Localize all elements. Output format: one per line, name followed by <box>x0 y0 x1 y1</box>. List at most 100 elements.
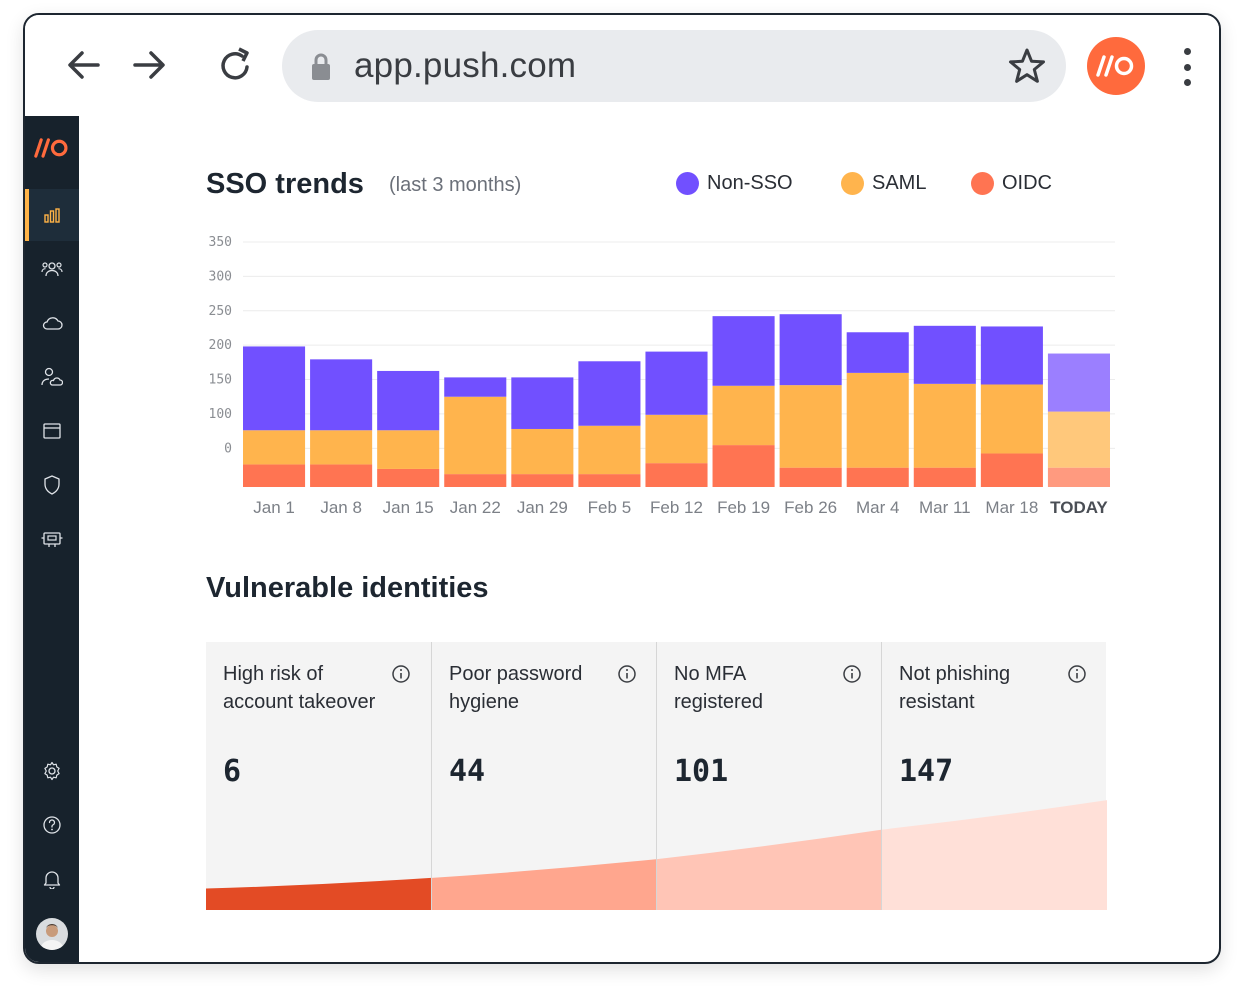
bar-segment-oidc[interactable] <box>779 467 842 487</box>
bar-segment-non-sso[interactable] <box>1047 353 1110 412</box>
bookmark-star-icon[interactable] <box>1008 47 1046 85</box>
menu-dot <box>1183 63 1191 71</box>
bar-segment-oidc[interactable] <box>444 474 507 487</box>
cloud-icon <box>42 317 63 330</box>
info-icon[interactable] <box>1067 664 1087 684</box>
lock-icon <box>312 53 330 80</box>
sidebar-item-settings[interactable] <box>25 745 79 797</box>
sidebar-item-dashboard[interactable] <box>25 189 79 241</box>
bar-segment-non-sso[interactable] <box>578 361 641 426</box>
app-sidebar <box>25 116 79 962</box>
shield-icon <box>44 475 60 495</box>
x-tick-label: Jan 8 <box>320 498 362 517</box>
legend-oidc: OIDC <box>971 172 1052 195</box>
sso-trends-title: SSO trends <box>206 168 364 200</box>
sidebar-item-notifications[interactable] <box>25 853 79 905</box>
bar-segment-oidc[interactable] <box>712 445 775 487</box>
bar-segment-saml[interactable] <box>310 430 373 465</box>
x-tick-label: Mar 4 <box>856 498 899 517</box>
bar-segment-oidc[interactable] <box>1047 467 1110 487</box>
info-icon[interactable] <box>391 664 411 684</box>
bar-segment-saml[interactable] <box>1047 411 1110 468</box>
bar-segment-non-sso[interactable] <box>712 316 775 386</box>
sidebar-item-browser[interactable] <box>25 405 79 457</box>
info-icon[interactable] <box>842 664 862 684</box>
x-tick-label: Jan 1 <box>253 498 295 517</box>
bar-segment-oidc[interactable] <box>913 467 976 487</box>
bar-segment-non-sso[interactable] <box>846 332 909 373</box>
bar-segment-non-sso[interactable] <box>444 377 507 397</box>
x-tick-label: Feb 5 <box>588 498 631 517</box>
sidebar-item-automation[interactable] <box>25 513 79 565</box>
card-label: Poor password hygiene <box>449 663 583 713</box>
bar-segment-oidc[interactable] <box>980 453 1043 487</box>
user-avatar[interactable] <box>36 918 68 950</box>
push-logo-icon <box>34 138 68 158</box>
sidebar-item-security[interactable] <box>25 459 79 511</box>
bar-segment-non-sso[interactable] <box>511 377 574 429</box>
x-tick-label: Feb 12 <box>650 498 703 517</box>
sidebar-item-users[interactable] <box>25 243 79 295</box>
legend-saml: SAML <box>841 172 926 195</box>
x-tick-label: Jan 29 <box>517 498 568 517</box>
bar-segment-non-sso[interactable] <box>243 346 306 431</box>
bar-segment-saml[interactable] <box>913 383 976 468</box>
card-level-fill <box>882 800 1107 910</box>
bar-segment-non-sso[interactable] <box>779 314 842 386</box>
legend-label: Non-SSO <box>707 172 793 194</box>
address-bar[interactable]: app.push.com <box>282 30 1066 102</box>
bar-segment-saml[interactable] <box>444 396 507 475</box>
legend-label: SAML <box>872 172 927 194</box>
y-tick-label: 250 <box>209 304 232 319</box>
bar-segment-non-sso[interactable] <box>980 326 1043 385</box>
card-poor-password[interactable]: Poor password hygiene 44 <box>431 642 657 910</box>
bar-segment-saml[interactable] <box>377 430 440 469</box>
vulnerable-identities-cards: High risk of account takeover 6 Poor pas… <box>206 642 1107 910</box>
reload-button[interactable] <box>213 43 257 87</box>
bar-segment-oidc[interactable] <box>511 474 574 487</box>
push-logo-icon <box>1096 55 1134 77</box>
forward-button[interactable] <box>127 43 171 87</box>
bar-segment-saml[interactable] <box>712 385 775 446</box>
bar-segment-oidc[interactable] <box>377 468 440 487</box>
bar-segment-non-sso[interactable] <box>310 359 373 431</box>
url-text[interactable]: app.push.com <box>354 46 577 85</box>
bar-segment-saml[interactable] <box>645 414 708 464</box>
x-tick-label: TODAY <box>1050 498 1108 517</box>
bar-segment-non-sso[interactable] <box>377 370 440 431</box>
bar-segment-non-sso[interactable] <box>645 351 708 415</box>
card-high-risk[interactable]: High risk of account takeover 6 <box>206 642 431 910</box>
bar-segment-oidc[interactable] <box>310 464 373 487</box>
help-icon <box>43 816 61 834</box>
bell-icon <box>43 871 61 889</box>
back-button[interactable] <box>62 43 106 87</box>
browser-window: app.push.com <box>23 13 1221 964</box>
card-level-fill <box>432 859 657 910</box>
card-not-phishing-resistant[interactable]: Not phishing resistant 147 <box>881 642 1107 910</box>
bar-segment-saml[interactable] <box>980 384 1043 454</box>
bar-segment-saml[interactable] <box>511 428 574 475</box>
profile-button[interactable] <box>1087 37 1145 95</box>
card-level-shape <box>432 859 657 910</box>
users-icon <box>41 262 63 277</box>
info-icon[interactable] <box>617 664 637 684</box>
menu-dot <box>1183 79 1191 86</box>
legend-swatch <box>971 172 994 195</box>
browser-menu-button[interactable] <box>1175 45 1199 89</box>
bar-segment-saml[interactable] <box>578 425 641 475</box>
sso-trends-chart: 0 100 150 200 250 300 350 Jan 1 Jan 8 Jan 15 Jan 2… <box>209 235 1115 517</box>
bar-segment-saml[interactable] <box>779 385 842 468</box>
avatar-icon <box>36 918 68 950</box>
bar-segment-saml[interactable] <box>243 430 306 465</box>
sidebar-item-apps[interactable] <box>25 297 79 349</box>
sidebar-item-help[interactable] <box>25 799 79 851</box>
sidebar-logo[interactable] <box>25 138 79 168</box>
bar-segment-oidc[interactable] <box>645 463 708 487</box>
card-no-mfa[interactable]: No MFA registered 101 <box>656 642 882 910</box>
bar-segment-oidc[interactable] <box>578 474 641 487</box>
bar-segment-non-sso[interactable] <box>913 325 976 384</box>
bar-segment-oidc[interactable] <box>846 467 909 487</box>
bar-segment-saml[interactable] <box>846 372 909 468</box>
sidebar-item-accounts[interactable] <box>25 351 79 403</box>
bar-segment-oidc[interactable] <box>243 464 306 487</box>
